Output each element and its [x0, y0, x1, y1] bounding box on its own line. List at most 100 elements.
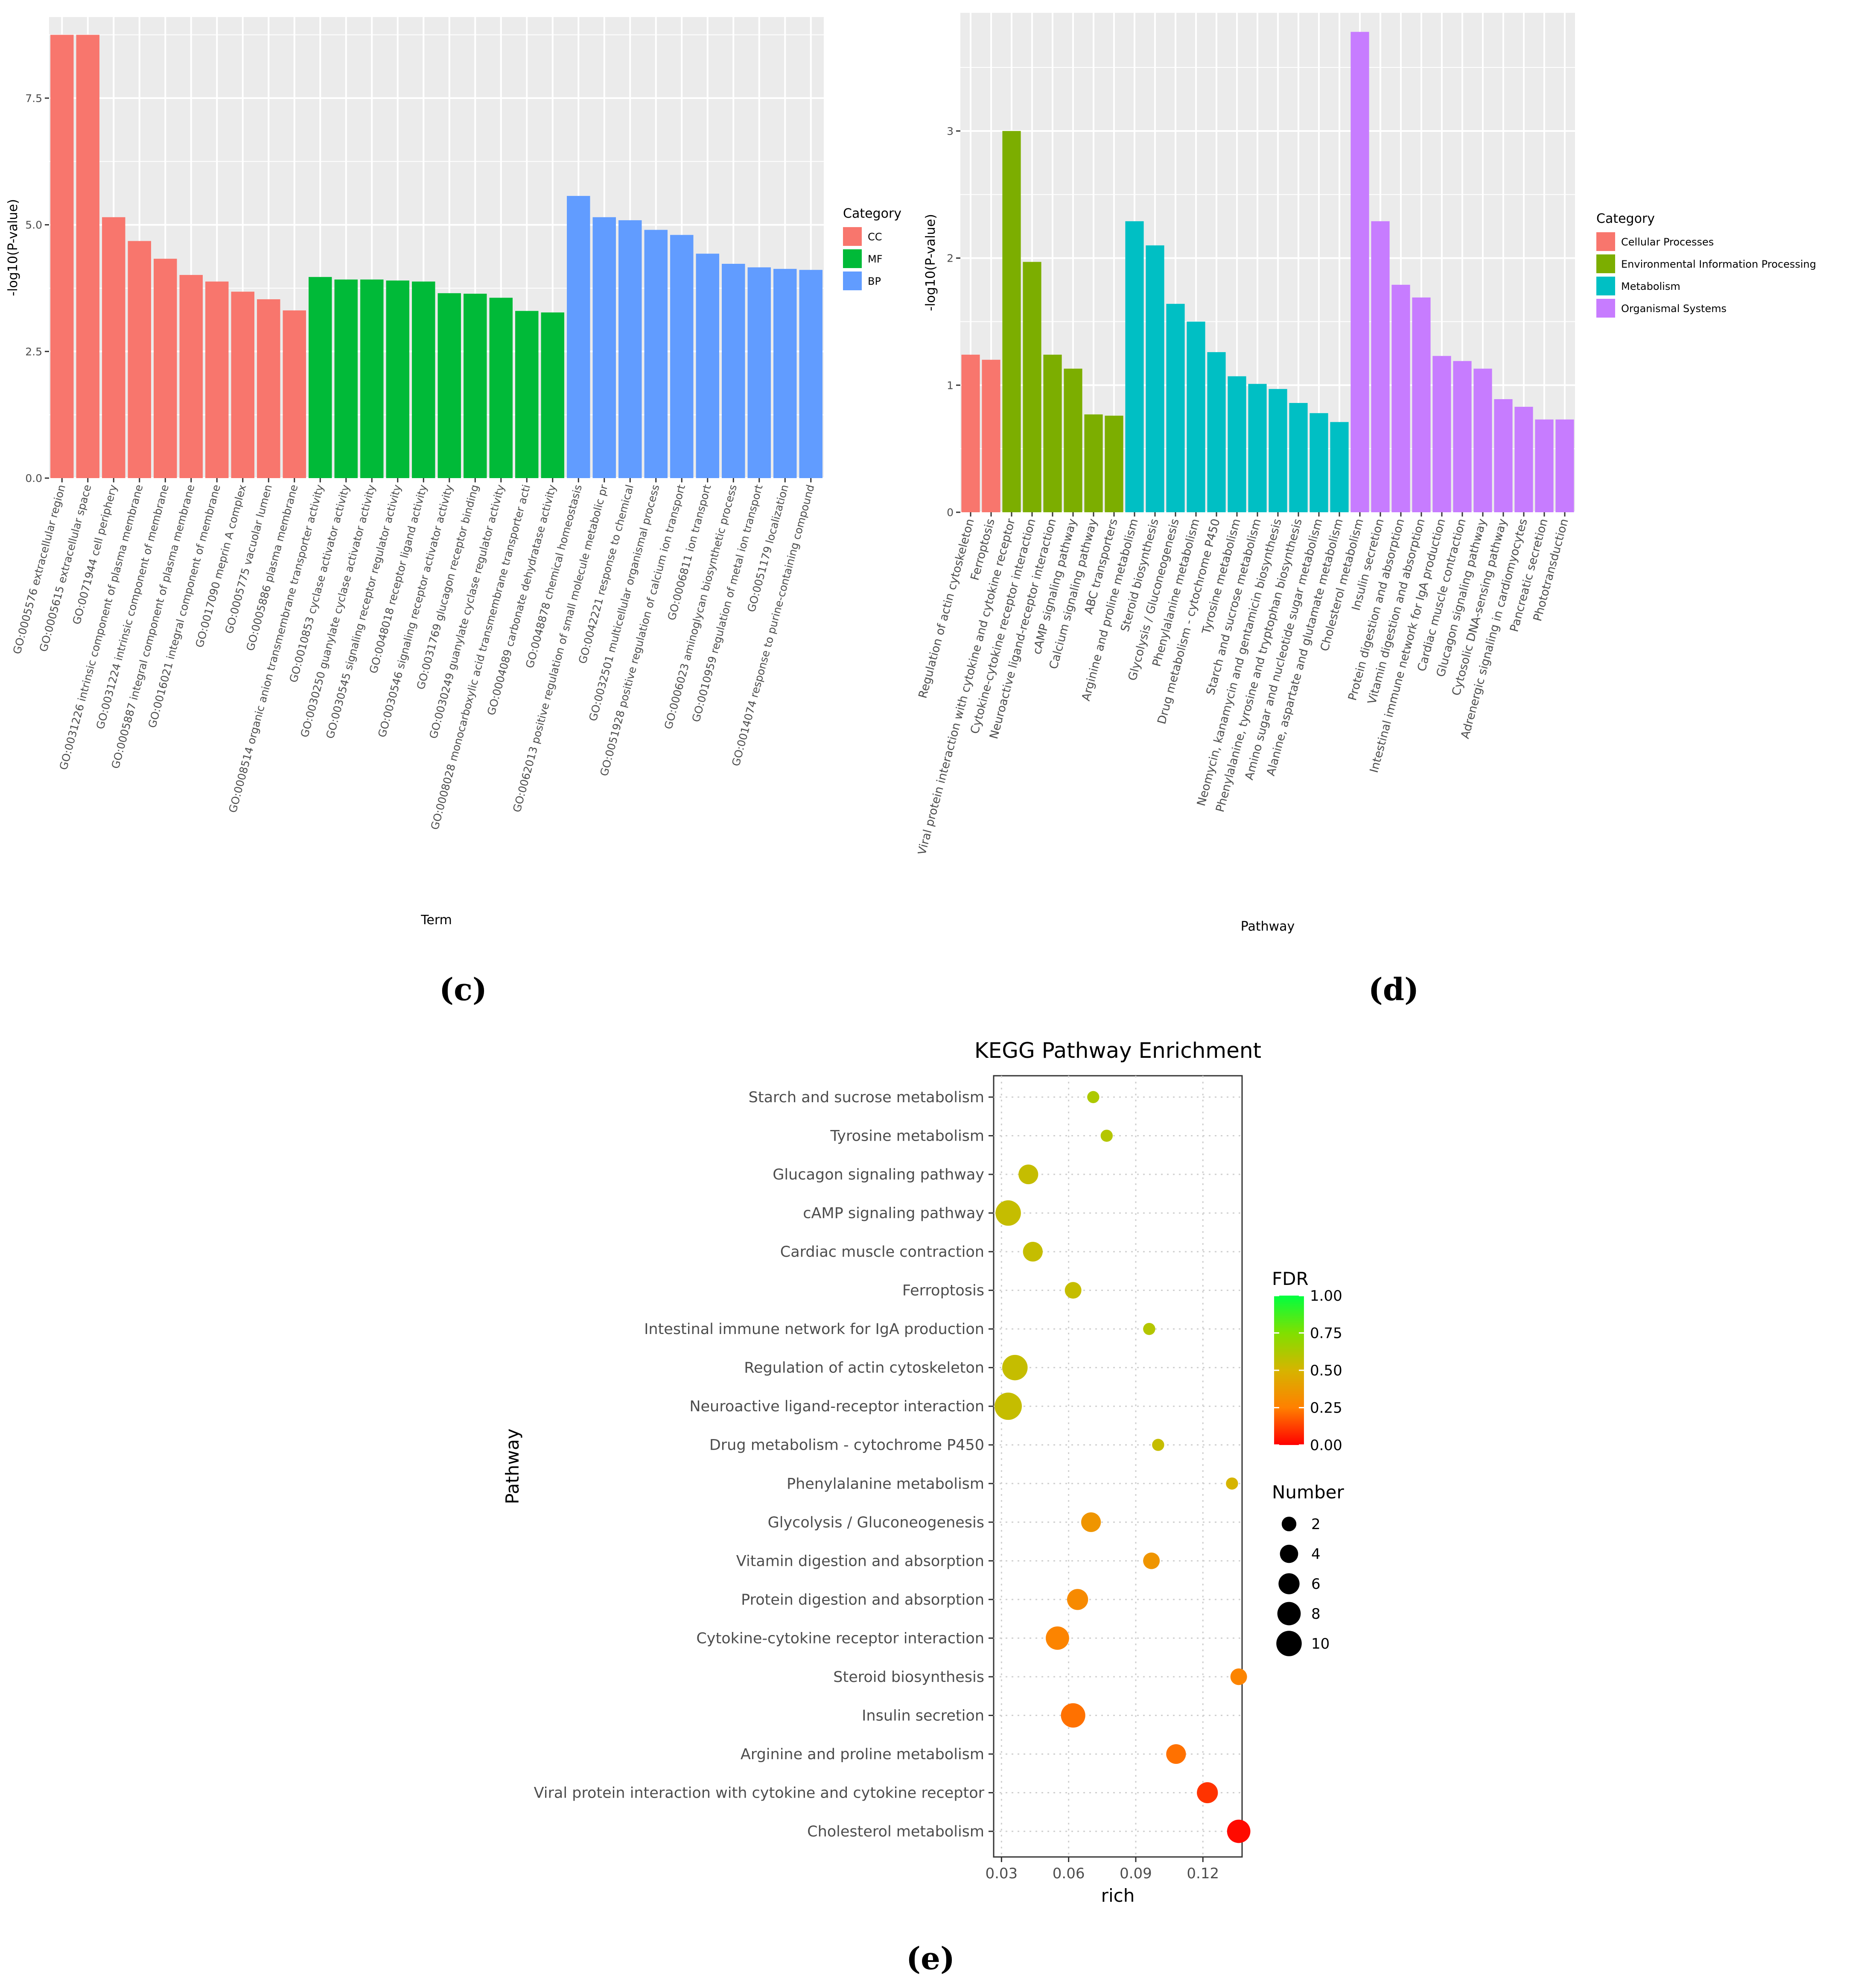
y-tick-label: Protein digestion and absorption	[741, 1591, 984, 1608]
point	[1023, 1242, 1043, 1262]
x-tick-label: 0.09	[1120, 1865, 1152, 1882]
bar	[961, 354, 980, 512]
y-tick-label: Glycolysis / Gluconeogenesis	[768, 1514, 984, 1531]
bar	[1002, 131, 1021, 512]
bar	[1289, 403, 1308, 512]
bar	[1146, 245, 1164, 512]
y-tick-label: Arginine and proline metabolism	[741, 1746, 984, 1763]
bar	[696, 254, 719, 478]
point	[1143, 1552, 1160, 1569]
bar	[1248, 384, 1267, 512]
bar	[1473, 368, 1492, 512]
y-tick-label: 2	[947, 252, 954, 265]
bar	[567, 196, 590, 478]
bar	[1125, 221, 1144, 512]
y-tick-label: Viral protein interaction with cytokine …	[534, 1784, 985, 1801]
y-axis-title: Pathway	[502, 1428, 523, 1504]
x-tick-label: 0.12	[1187, 1865, 1219, 1882]
size-legend-point	[1278, 1573, 1300, 1594]
y-tick-label: Glucagon signaling pathway	[773, 1166, 984, 1183]
chart-title: KEGG Pathway Enrichment	[974, 1038, 1261, 1063]
bar	[1043, 354, 1062, 512]
bar	[1412, 297, 1431, 512]
point	[1152, 1439, 1164, 1451]
point	[1018, 1164, 1038, 1185]
bar	[747, 267, 771, 478]
bar	[1310, 413, 1328, 512]
bar	[1084, 414, 1103, 512]
size-legend-label: 2	[1311, 1516, 1321, 1533]
point	[995, 1200, 1021, 1226]
legend-key	[1596, 299, 1615, 318]
legend-key	[1596, 277, 1615, 295]
y-tick-label: Ferroptosis	[902, 1282, 984, 1299]
point	[1226, 1477, 1238, 1490]
y-tick-label: Regulation of actin cytoskeleton	[744, 1360, 984, 1377]
x-tick-label: 0.06	[1053, 1865, 1085, 1882]
x-tick-label: 0.03	[985, 1865, 1018, 1882]
point	[1227, 1819, 1251, 1843]
legend-label: Metabolism	[1621, 280, 1680, 292]
y-tick-label: Cardiac muscle contraction	[780, 1244, 984, 1261]
point	[1143, 1322, 1155, 1335]
y-tick-label: Insulin secretion	[862, 1707, 984, 1724]
point	[1197, 1782, 1218, 1804]
bar	[360, 279, 384, 478]
bar	[1453, 361, 1472, 512]
bar	[231, 292, 254, 478]
bar	[1064, 368, 1082, 512]
bar	[205, 281, 229, 478]
y-tick-label: Steroid biosynthesis	[833, 1669, 984, 1686]
point	[995, 1392, 1022, 1420]
bar	[179, 275, 203, 478]
legend-label: Environmental Information Processing	[1621, 258, 1816, 270]
legend-title: Category	[843, 206, 901, 221]
legend-title: Category	[1596, 211, 1655, 226]
fdr-tick-label: 0.00	[1310, 1437, 1342, 1454]
bar	[102, 217, 125, 478]
size-legend-label: 6	[1311, 1576, 1321, 1593]
bar	[386, 280, 409, 478]
bar	[1023, 262, 1041, 512]
legend-key	[843, 249, 862, 268]
y-tick-label: 2.5	[25, 345, 42, 358]
y-tick-label: Tyrosine metabolism	[830, 1128, 984, 1145]
bar	[1330, 422, 1349, 512]
plot-panel	[49, 17, 824, 478]
panel-label-e: (e)	[906, 1940, 955, 1976]
x-axis-title: Term	[420, 913, 452, 928]
bar	[334, 279, 358, 478]
size-legend-point	[1276, 1631, 1302, 1656]
bar	[515, 311, 539, 478]
legend-key	[1596, 254, 1615, 273]
y-tick-label: Cholesterol metabolism	[807, 1823, 984, 1840]
bar	[283, 310, 306, 478]
bar	[1207, 352, 1226, 512]
bar	[618, 220, 642, 478]
y-tick-label: Intestinal immune network for IgA produc…	[644, 1321, 984, 1338]
legend-label: CC	[868, 231, 882, 243]
bar	[309, 277, 332, 478]
y-tick-label: Cytokine-cytokine receptor interaction	[696, 1630, 984, 1647]
size-legend-title: Number	[1272, 1482, 1344, 1503]
legend-label: Cellular Processes	[1621, 236, 1714, 248]
bar	[1105, 415, 1123, 512]
size-legend-label: 8	[1311, 1606, 1321, 1623]
y-tick-label: 5.0	[25, 219, 42, 231]
point	[1081, 1512, 1101, 1532]
bar	[1228, 376, 1246, 512]
fdr-tick-label: 1.00	[1310, 1287, 1342, 1305]
bar	[1269, 389, 1287, 512]
plot-panel	[993, 1075, 1243, 1858]
y-tick-label: 0	[947, 506, 954, 519]
bar	[644, 230, 668, 478]
fdr-tick-label: 0.75	[1310, 1325, 1342, 1342]
y-tick-label: 3	[947, 125, 954, 137]
y-axis-title: -log10(P-value)	[6, 199, 20, 296]
bar	[464, 294, 487, 478]
legend-key	[1596, 232, 1615, 251]
bar	[438, 293, 461, 478]
size-legend-label: 10	[1311, 1635, 1330, 1652]
point	[1230, 1668, 1247, 1685]
